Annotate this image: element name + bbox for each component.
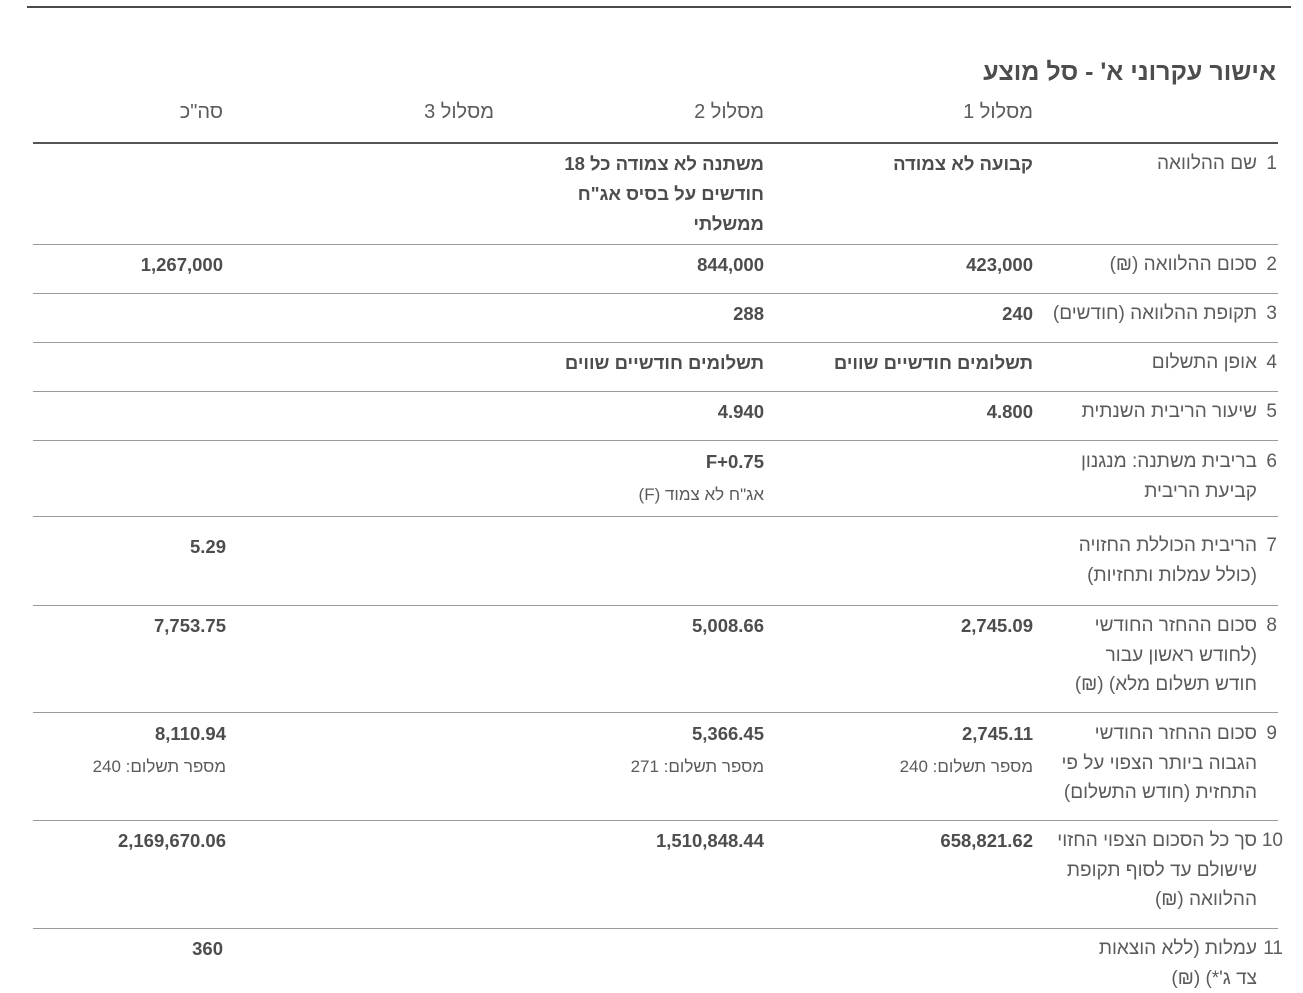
track-1-value: 4.800 [986,401,1033,422]
row-number: 8 [1266,615,1277,636]
track-2-value: 1,510,848.44 [655,830,764,851]
total-subnote: מספר תשלום: 240 [92,757,226,776]
track-2-value: 5,008.66 [691,615,764,636]
row-number: 7 [1266,535,1277,556]
track-1-value: 423,000 [966,254,1033,275]
row-label: בריבית משתנה: מנגנון קביעת הריבית [1080,451,1257,502]
row-label: עמלות (ללא הוצאות צד ג'*) (₪) [1098,938,1257,989]
row-label: הריבית הכוללת החזויה (כולל עמלות ותחזיות… [1078,535,1257,586]
track-1-value: 658,821.62 [940,830,1033,851]
track-2-value: תשלומים חודשיים שווים [564,352,764,373]
row-divider [33,605,1278,606]
row-divider [33,928,1278,929]
track-1-value: 2,745.11 [962,723,1033,744]
row-label: שיעור הריבית השנתית [1081,401,1257,422]
total-value: 5.29 [189,536,226,557]
total-value: 7,753.75 [153,615,226,636]
row-divider [33,342,1278,343]
row-number: 11 [1263,938,1283,959]
row-label: תקופת ההלוואה (חודשים) [1052,303,1257,324]
row-divider [33,244,1278,245]
row-number: 1 [1266,153,1277,174]
row-divider [33,293,1278,294]
track-2-value: F+0.75 [705,451,764,472]
row-label: סך כל הסכום הצפוי החזוי שישולם עד לסוף ת… [1057,830,1257,910]
row-label: סכום ההלוואה (₪) [1109,254,1257,275]
row-label: שם ההלוואה [1156,153,1257,174]
header-divider [33,142,1278,144]
track-2-value: 288 [733,303,764,324]
track-2-subnote: אג"ח לא צמוד (F) [638,485,764,504]
track-2-value: 4.940 [717,401,764,422]
row-divider [33,712,1278,713]
row-divider [33,820,1278,821]
row-divider [33,516,1278,517]
track-1-subnote: מספר תשלום: 240 [899,757,1033,776]
track-2-subnote: מספר תשלום: 271 [630,757,764,776]
row-label: סכום ההחזר החודשי (לחודש ראשון עבור חודש… [1074,615,1257,695]
row-number: 10 [1261,830,1283,851]
row-number: 4 [1266,352,1277,373]
column-header-track-1: מסלול 1 [963,101,1033,123]
row-label: סכום ההחזר החודשי הגבוה ביותר הצפוי על פ… [1061,723,1257,803]
total-value: 1,267,000 [140,254,223,275]
row-number: 5 [1266,401,1277,422]
row-divider [33,440,1278,441]
track-2-value: 844,000 [697,254,764,275]
top-divider [27,6,1291,8]
row-number: 9 [1266,723,1277,744]
total-value: 2,169,670.06 [117,830,226,851]
column-header-track-2: מסלול 2 [694,101,764,123]
row-number: 2 [1266,254,1277,275]
total-value: 8,110.94 [155,723,226,744]
row-divider [33,391,1278,392]
row-label: אופן התשלום [1151,352,1257,373]
column-header-total: סה"כ [179,101,223,123]
total-value: 360 [192,938,223,959]
row-number: 3 [1266,303,1277,324]
track-1-value: תשלומים חודשיים שווים [833,352,1033,373]
track-2-value: 5,366.45 [691,723,764,744]
column-header-track-3: מסלול 3 [424,101,494,123]
track-1-value: קבועה לא צמודה [893,153,1033,174]
track-1-value: 240 [1002,303,1033,324]
page-title: אישור עקרוני א' - סל מוצע [983,58,1276,86]
row-number: 6 [1266,451,1277,472]
track-2-value: משתנה לא צמודה כל 18 חודשים על בסיס אג"ח… [564,153,764,234]
track-1-value: 2,745.09 [960,615,1033,636]
